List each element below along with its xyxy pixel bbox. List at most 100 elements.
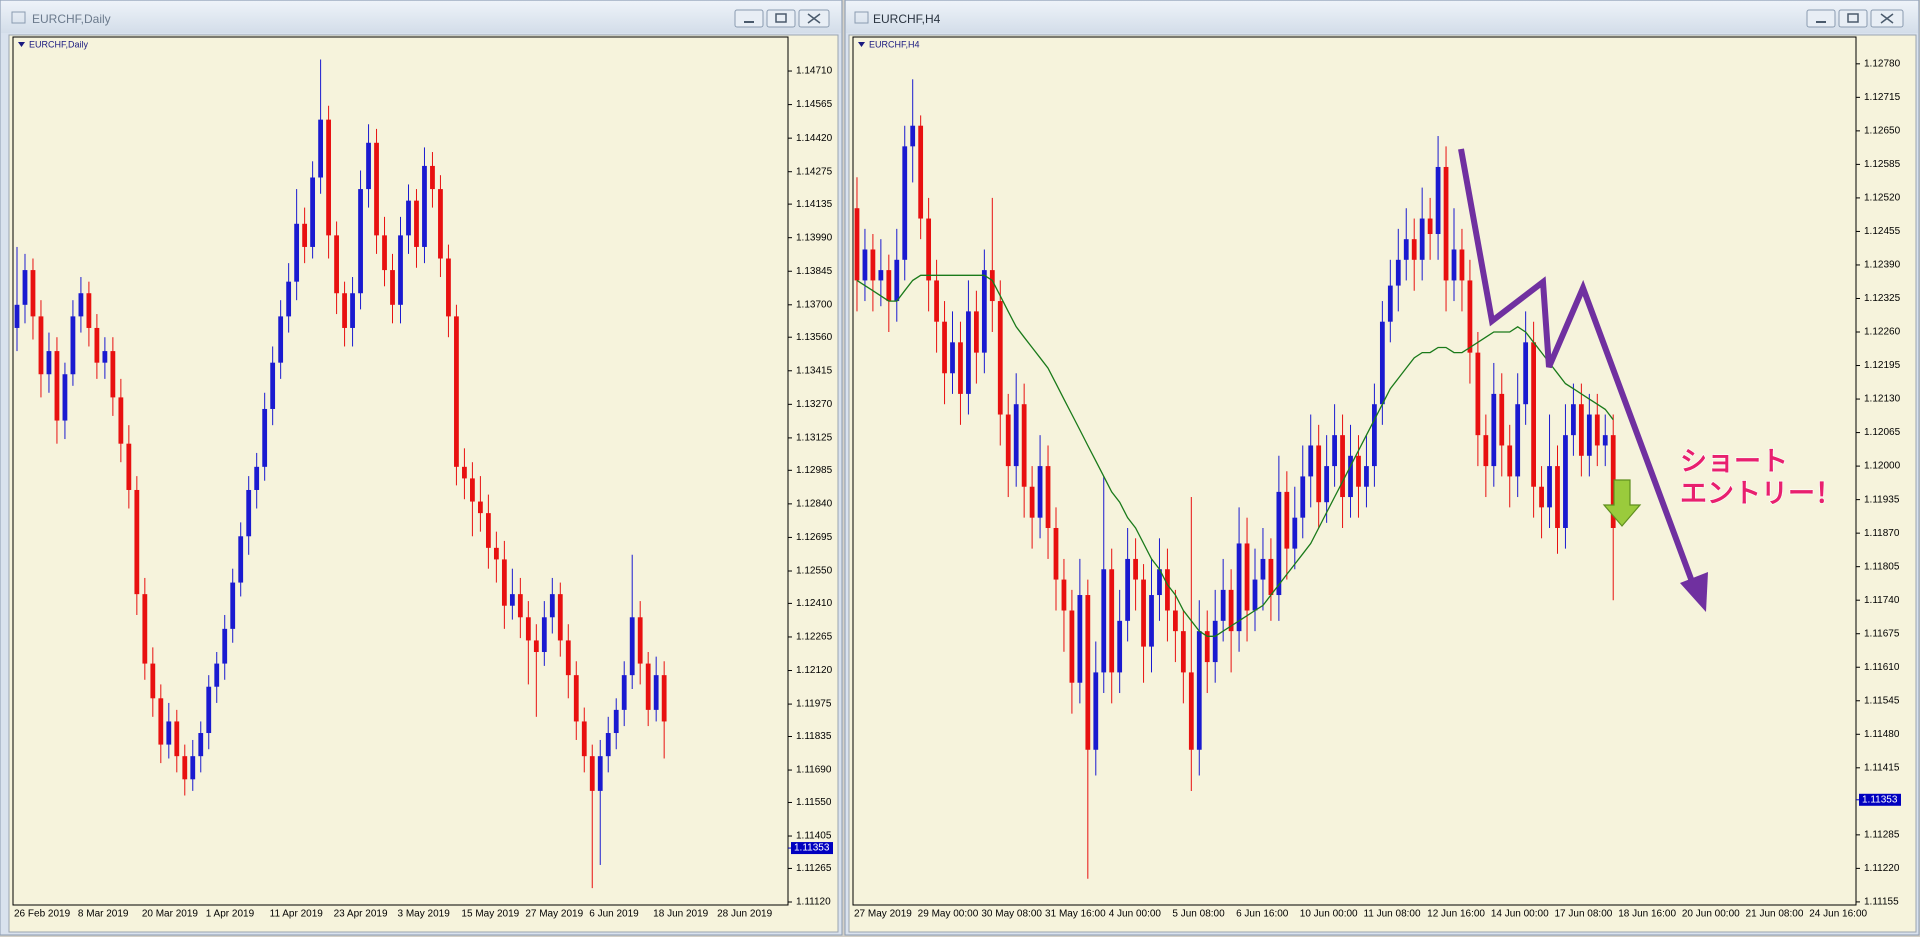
candle-body — [1387, 285, 1393, 322]
candle-body — [1180, 631, 1186, 673]
window-title: EURCHF,Daily — [32, 12, 111, 26]
candle-body — [1077, 595, 1083, 683]
x-tick-label: 18 Jun 2019 — [653, 909, 708, 920]
candle-body — [1610, 435, 1616, 528]
zigzag-arrow — [1458, 148, 1697, 589]
minimize-button[interactable] — [1806, 9, 1836, 28]
candle-body — [645, 663, 651, 710]
candle-body — [1483, 435, 1489, 467]
x-tick-label: 27 May 2019 — [525, 909, 583, 920]
x-tick-label: 3 May 2019 — [398, 909, 451, 920]
candle-body — [997, 301, 1003, 415]
candle-body — [637, 617, 643, 664]
y-tick-label: 1.12550 — [796, 566, 833, 577]
candle-body — [902, 146, 908, 260]
restore-button[interactable] — [1838, 9, 1868, 28]
candle-body — [958, 342, 963, 394]
candle-body — [1602, 435, 1608, 446]
y-tick-label: 1.13700 — [796, 299, 833, 310]
candle-body — [1539, 486, 1544, 508]
candle-body — [1356, 455, 1361, 487]
y-tick-label: 1.12390 — [1864, 260, 1901, 271]
candle-body — [102, 351, 108, 363]
candle-body — [358, 189, 363, 294]
chart-menu-arrow[interactable] — [858, 42, 865, 47]
candle-body — [1061, 579, 1067, 611]
candle-body — [1379, 321, 1385, 405]
restore-button[interactable] — [766, 9, 796, 28]
minimize-button[interactable] — [734, 9, 764, 28]
candle-body — [214, 663, 220, 687]
candle-body — [70, 316, 76, 375]
candle-body — [302, 223, 308, 247]
plot-frame — [12, 36, 789, 906]
y-tick-label: 1.12325 — [1864, 293, 1901, 304]
candle-body — [557, 594, 563, 641]
candle-body — [485, 513, 491, 548]
candle-body — [1459, 249, 1465, 281]
price-marker-label: 1.11353 — [794, 843, 830, 854]
y-tick-label: 1.12260 — [1864, 327, 1901, 338]
price-marker — [791, 842, 833, 855]
candle-body — [1435, 166, 1441, 235]
candle-body — [605, 733, 611, 757]
y-tick-label: 1.12455 — [1864, 226, 1901, 237]
x-tick-label: 20 Jun 00:00 — [1682, 909, 1740, 920]
candle-body — [1021, 404, 1027, 487]
chart-label: EURCHF,H4 — [869, 39, 920, 49]
candle-body — [661, 675, 667, 722]
window-h4: EURCHF,H4 EURCHF,H4 — [844, 0, 1920, 936]
chart-menu-arrow[interactable] — [18, 42, 25, 47]
y-tick-label: 1.12120 — [796, 665, 833, 676]
y-tick-label: 1.14275 — [796, 166, 833, 177]
y-tick-label: 1.12780 — [1864, 58, 1901, 69]
y-tick-label: 1.13845 — [796, 266, 833, 277]
candle-body — [30, 270, 36, 317]
candle-body — [1395, 259, 1401, 286]
candle-body — [46, 351, 52, 375]
candle-body — [1244, 543, 1250, 611]
x-tick-label: 6 Jun 2019 — [589, 909, 639, 920]
candle-body — [1029, 486, 1035, 518]
candle-body — [1045, 466, 1051, 528]
x-tick-label: 4 Jun 00:00 — [1109, 909, 1162, 920]
x-tick-label: 10 Jun 00:00 — [1300, 909, 1358, 920]
candle-body — [989, 270, 995, 302]
candle-body — [1499, 393, 1505, 446]
x-tick-label: 15 May 2019 — [461, 909, 519, 920]
plots: 1.14710 1.14565 1.14420 1.14275 1.14135 1.139… — [14, 58, 1901, 920]
y-tick-label: 1.12000 — [1864, 461, 1901, 472]
candle-body — [150, 663, 156, 699]
y-tick-label: 1.12065 — [1864, 427, 1901, 438]
y-tick-label: 1.12585 — [1864, 159, 1901, 170]
candle-body — [1141, 579, 1146, 647]
candle-body — [166, 721, 172, 745]
candle-body — [198, 733, 204, 757]
candle-body — [1372, 404, 1377, 467]
x-tick-label: 28 Jun 2019 — [717, 909, 772, 920]
candle-body — [366, 142, 371, 190]
candle-body — [182, 756, 188, 780]
candle-body — [270, 362, 276, 409]
candle-body — [350, 293, 355, 328]
annotation-text: ショート — [1680, 447, 1788, 478]
candle-body — [54, 351, 60, 421]
candle-body — [1555, 466, 1560, 528]
candle-body — [422, 165, 427, 247]
x-tick-label: 30 May 08:00 — [981, 909, 1042, 920]
y-tick-label: 1.11550 — [796, 797, 832, 808]
candle-body — [918, 125, 924, 219]
candle-body — [1069, 610, 1075, 683]
candle-body — [262, 408, 268, 467]
y-tick-label: 1.11740 — [1864, 595, 1900, 606]
candle-body — [870, 249, 876, 281]
y-tick-label: 1.12715 — [1864, 92, 1901, 103]
candle-body — [118, 397, 124, 444]
candle-body — [254, 466, 260, 490]
candle-body — [565, 640, 571, 676]
y-tick-label: 1.12520 — [1864, 193, 1901, 204]
candle-body — [581, 721, 587, 757]
x-tick-label: 21 Jun 08:00 — [1746, 909, 1804, 920]
candle-body — [1085, 595, 1091, 750]
